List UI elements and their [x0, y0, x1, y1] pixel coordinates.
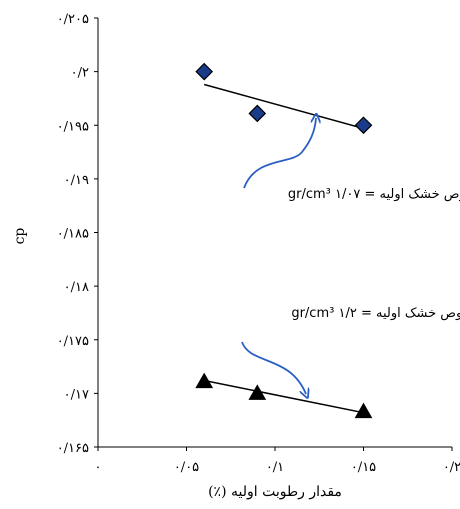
y-tick-label: ۰/۲: [71, 66, 89, 81]
y-tick-label: ۰/۱۸۵: [57, 227, 89, 242]
x-tick-label: ۰/۲: [443, 460, 460, 475]
y-tick-label: ۰/۲۰۵: [57, 12, 89, 27]
y-tick-label: ۰/۱۶۵: [57, 441, 89, 456]
x-tick-label: ۰/۱: [266, 460, 284, 475]
axes: [97, 18, 452, 448]
x-tick-label: ۰/۰۵: [174, 460, 199, 475]
data-point-diamond: [354, 116, 373, 135]
y-tick-label: ۰/۱۷۵: [57, 334, 89, 349]
data-point-diamond: [195, 62, 214, 81]
x-tick-label: ۰: [95, 460, 102, 475]
series-1: [195, 62, 373, 135]
data-point-triangle: [248, 384, 267, 400]
series-group: [195, 62, 373, 419]
x-ticks: ۰ ۰/۰۵ ۰/۱ ۰/۱۵ ۰/۲: [95, 447, 460, 475]
annotation-upper: وزن مخصوص خشک اولیه = ۱/۰۷ gr/cm³: [288, 187, 460, 202]
y-axis-title: cp: [12, 228, 28, 245]
data-point-triangle: [195, 372, 214, 389]
y-tick-label: ۰/۱۸: [64, 280, 89, 295]
upper-arrow: [243, 118, 316, 189]
series-2: [195, 372, 373, 419]
annotation-lower: وزن مخصوص خشک اولیه = ۱/۲ gr/cm³: [291, 306, 460, 321]
trendline-1: [204, 83, 364, 130]
y-tick-label: ۰/۱۹۵: [57, 119, 89, 134]
data-point-triangle: [354, 402, 373, 419]
x-tick-label: ۰/۱۵: [351, 460, 376, 475]
y-ticks: ۰/۱۶۵ ۰/۱۷ ۰/۱۷۵ ۰/۱۸ ۰/۱۸۵ ۰/۱۹ ۰/۱۹۵ ۰/۲ ۰/۲۰۵: [57, 12, 98, 456]
y-tick-label: ۰/۱۷: [64, 387, 89, 402]
x-axis-title: مقدار رطوبت اولیه (٪): [208, 484, 342, 500]
data-point-diamond: [248, 104, 267, 123]
y-tick-label: ۰/۱۹: [64, 173, 89, 188]
trendline-2: [204, 379, 364, 414]
annotation-arrows: [241, 118, 316, 394]
lower-arrow: [241, 341, 306, 394]
